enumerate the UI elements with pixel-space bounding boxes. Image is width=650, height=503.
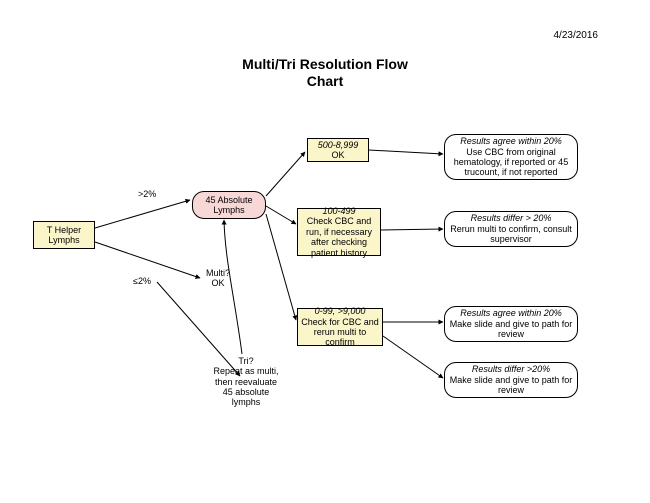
- node-start: T Helper Lymphs: [33, 221, 95, 249]
- node-result-b: Results differ > 20%Rerun multi to confi…: [444, 211, 578, 247]
- page-title: Multi/Tri Resolution Flow Chart: [225, 56, 425, 90]
- label-gt2: >2%: [138, 189, 156, 199]
- node-range-mid: 100-499Check CBC and run, if necessary a…: [297, 208, 381, 256]
- date-label: 4/23/2016: [554, 30, 599, 41]
- label-multi: Multi?OK: [206, 268, 230, 289]
- node-result-c: Results agree within 20%Make slide and g…: [444, 306, 578, 342]
- node-lymphs45: 45 Absolute Lymphs: [192, 191, 266, 219]
- node-range-low: 0-99, >9,000Check for CBC and rerun mult…: [297, 308, 383, 346]
- label-le2: ≤2%: [133, 276, 151, 286]
- node-result-d: Results differ >20%Make slide and give t…: [444, 362, 578, 398]
- node-result-a: Results agree within 20%Use CBC from ori…: [444, 134, 578, 180]
- node-range-high: 500-8,999OK: [307, 138, 369, 162]
- label-tri: Tri?Repeat as multi,then reevaluate45 ab…: [206, 356, 286, 408]
